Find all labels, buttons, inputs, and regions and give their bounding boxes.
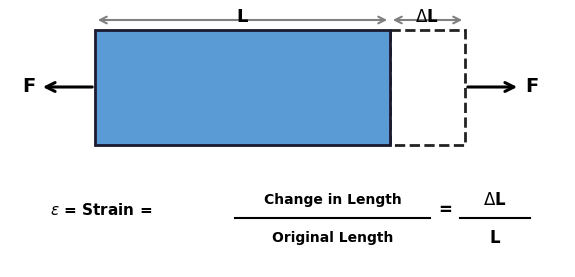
- Text: =: =: [438, 201, 452, 219]
- Text: F: F: [525, 78, 538, 96]
- Text: F: F: [22, 78, 35, 96]
- Text: L: L: [490, 229, 500, 247]
- Text: $\Delta$L: $\Delta$L: [415, 8, 439, 26]
- Text: $\varepsilon$ = Strain =: $\varepsilon$ = Strain =: [50, 202, 152, 218]
- Text: Original Length: Original Length: [272, 231, 393, 245]
- Bar: [390, 30, 465, 145]
- Text: $\Delta$L: $\Delta$L: [483, 191, 507, 209]
- Text: L: L: [236, 8, 248, 26]
- Bar: [95, 30, 390, 145]
- Text: Change in Length: Change in Length: [263, 193, 401, 207]
